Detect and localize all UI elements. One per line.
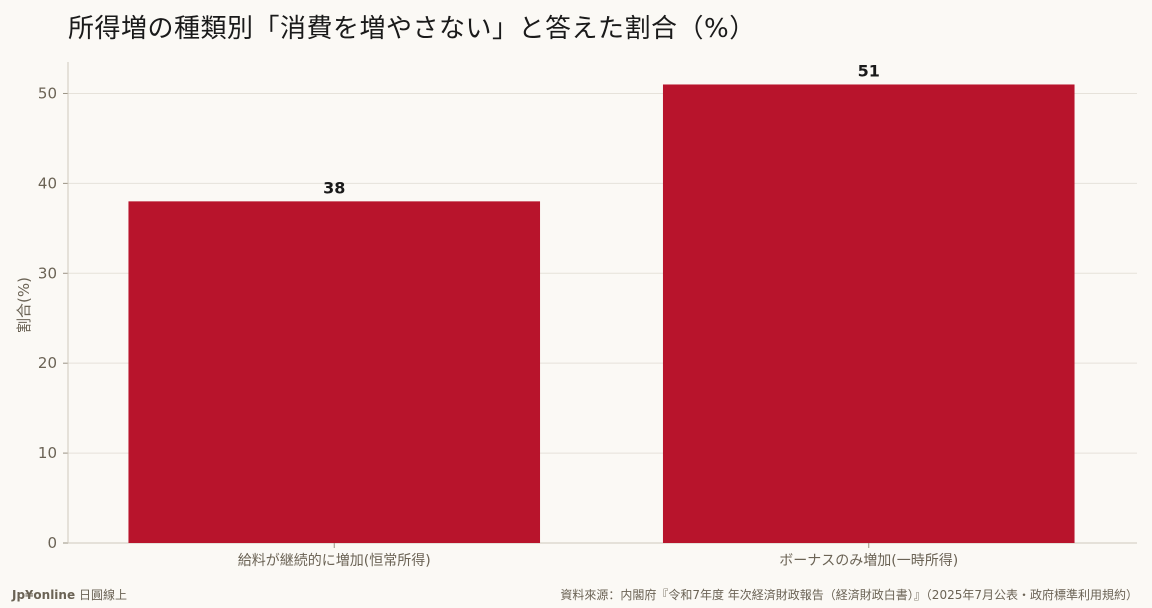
brand-suffix: 日圓線上 bbox=[78, 588, 127, 602]
y-tick-label: 20 bbox=[38, 354, 57, 372]
y-tick-label: 10 bbox=[38, 444, 57, 462]
y-tick-label: 30 bbox=[38, 264, 57, 282]
x-tick-label: ボーナスのみ増加(一時所得) bbox=[779, 552, 958, 569]
bar bbox=[128, 201, 541, 543]
tick-labels: 0 10 20 30 40 50 給料が継続的に増加(恒常所得) ボーナスのみ増加(一時所得) bbox=[38, 84, 958, 569]
x-tick-label: 給料が継続的に増加(恒常所得) bbox=[238, 552, 431, 569]
y-axis-label: 割合(%) bbox=[15, 277, 33, 333]
y-tick-label: 50 bbox=[38, 84, 57, 102]
data-labels: 38 51 bbox=[323, 61, 880, 197]
source-note: 資料來源：内閣府『令和7年度 年次経済財政報告（経済財政白書）』（2025年7月… bbox=[560, 588, 1138, 602]
y-tick-label: 40 bbox=[38, 174, 57, 192]
data-label: 51 bbox=[858, 61, 880, 80]
data-label: 38 bbox=[323, 178, 345, 197]
bars bbox=[128, 84, 1075, 544]
chart-title: 所得増の種類別「消費を増やさない」と答えた割合（%） bbox=[68, 14, 756, 44]
brand-name: Jp¥online bbox=[12, 588, 76, 602]
y-tick-label: 0 bbox=[47, 534, 57, 552]
footer-brand: Jp¥online 日圓線上 bbox=[12, 586, 127, 603]
bar bbox=[662, 84, 1075, 544]
